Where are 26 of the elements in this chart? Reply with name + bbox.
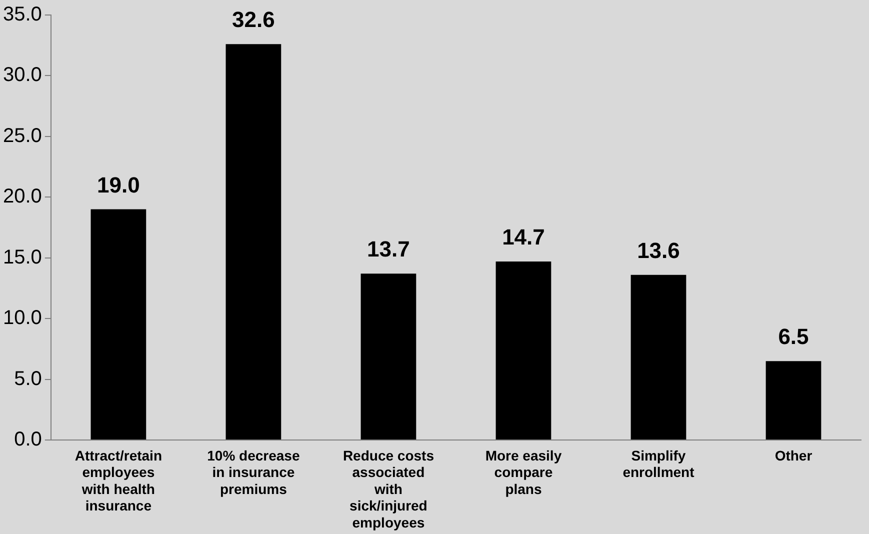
data-label: 13.6 bbox=[637, 238, 680, 263]
data-label: 13.7 bbox=[367, 236, 410, 262]
bar bbox=[630, 274, 686, 440]
data-label: 14.7 bbox=[502, 224, 545, 250]
bar bbox=[360, 274, 416, 440]
bar bbox=[496, 262, 552, 440]
y-tick-label: 35.0 bbox=[2, 4, 42, 26]
x-tick-label: Simplify enrollment bbox=[622, 447, 695, 480]
bar bbox=[90, 209, 146, 440]
data-label: 32.6 bbox=[232, 7, 275, 32]
y-tick-label: 20.0 bbox=[2, 186, 42, 208]
data-label: 6.5 bbox=[778, 324, 809, 350]
bar bbox=[766, 361, 822, 440]
x-tick-label: Other bbox=[774, 447, 813, 464]
x-tick-label: Reduce costs associated with sick/injured employees bbox=[342, 447, 434, 530]
y-tick-label: 15.0 bbox=[2, 246, 42, 268]
x-tick-label: More easily compare plans bbox=[485, 447, 562, 497]
y-tick-label: 10.0 bbox=[2, 307, 42, 330]
x-tick-label: Attract/retain employees with health insurance bbox=[74, 447, 162, 514]
data-label: 19.0 bbox=[97, 172, 140, 198]
x-tick-label: 10% decrease in insurance premiums bbox=[207, 447, 300, 497]
y-tick-label: 25.0 bbox=[2, 124, 42, 147]
y-tick-label: 5.0 bbox=[14, 368, 42, 390]
bar bbox=[226, 44, 282, 440]
y-tick-label: 0.0 bbox=[14, 428, 42, 451]
y-tick-label: 30.0 bbox=[2, 64, 42, 86]
